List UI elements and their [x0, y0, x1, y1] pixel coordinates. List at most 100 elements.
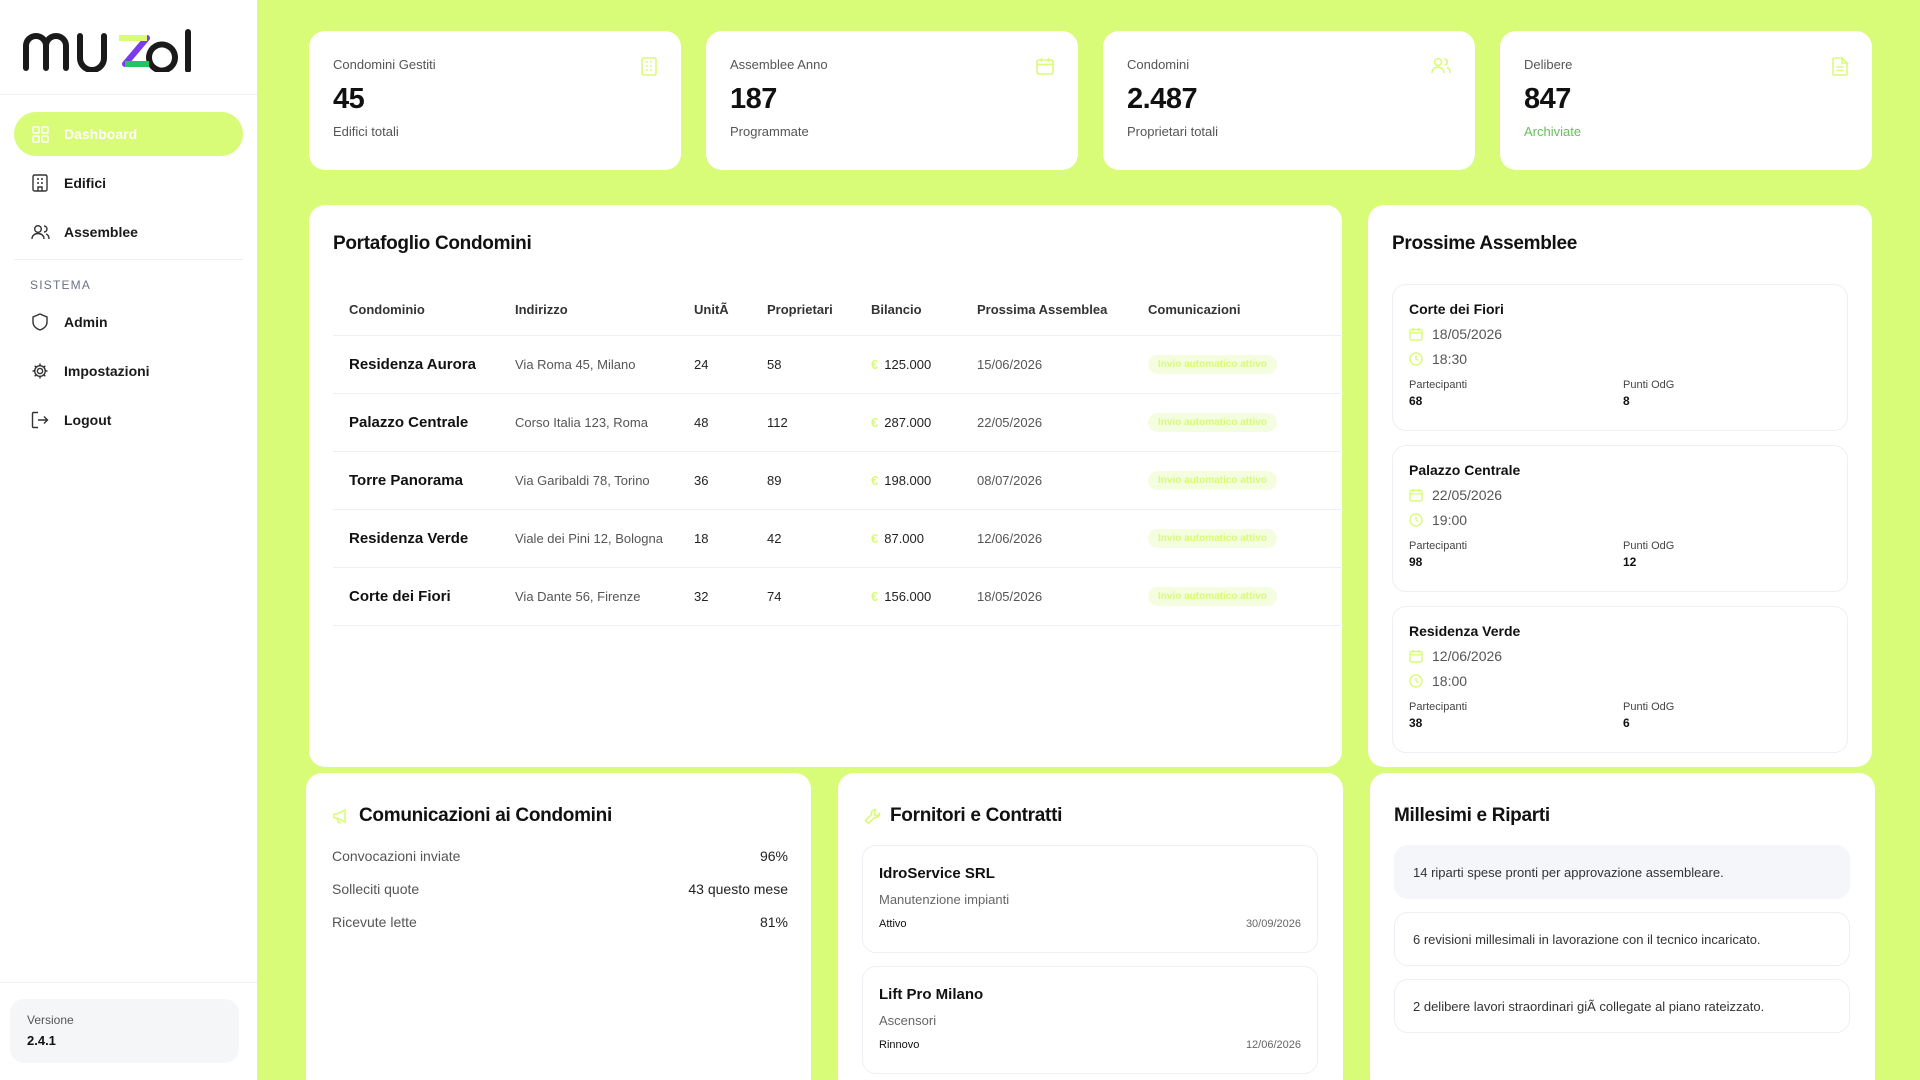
meeting-stats: Partecipanti 98 Punti OdG 12 — [1409, 540, 1831, 569]
users-icon — [30, 222, 50, 242]
supplier-footer: Rinnovo 12/06/2026 — [879, 1039, 1301, 1051]
table-row[interactable]: Corte dei Fiori Via Dante 56, Firenze 32… — [333, 567, 1343, 626]
cell-units: 48 — [678, 393, 751, 452]
cell-owners: 58 — [751, 335, 855, 394]
cell-units: 24 — [678, 335, 751, 394]
balance-value: 156.000 — [884, 588, 932, 604]
stat-card-assemblee-anno[interactable]: Assemblee Anno 187 Programmate — [706, 31, 1078, 170]
column-header[interactable]: UnitÃ — [678, 285, 751, 336]
cell-condominio: Torre Panorama — [333, 451, 499, 510]
stat-title: Condomini — [1127, 57, 1190, 72]
stat-value: 45 — [333, 83, 365, 115]
sidebar-item-logout[interactable]: Logout — [14, 398, 243, 442]
points-label: Punti OdG — [1623, 540, 1675, 552]
millesimi-item[interactable]: 2 delibere lavori straordinari giÃ colle… — [1394, 979, 1850, 1033]
supplier-name: IdroService SRL — [879, 865, 995, 882]
stat-card-condomini[interactable]: Condomini 2.487 Proprietari totali — [1103, 31, 1475, 170]
status-badge: Invio automatico attivo — [1148, 586, 1277, 606]
kv-value: 96% — [759, 848, 788, 864]
supplier-item[interactable]: Lift Pro Milano Ascensori Rinnovo 12/06/2… — [862, 966, 1318, 1074]
cell-balance: €156.000 — [855, 567, 961, 626]
sidebar-item-edifici[interactable]: Edifici — [14, 161, 243, 205]
euro-icon: € — [871, 356, 879, 372]
balance-value: 125.000 — [884, 356, 932, 372]
cell-next-meeting: 12/06/2026 — [961, 509, 1132, 568]
millesimi-item[interactable]: 14 riparti spese pronti per approvazione… — [1394, 845, 1850, 899]
cell-address: Via Roma 45, Milano — [499, 335, 678, 394]
meeting-time-row: 18:00 — [1409, 673, 1831, 689]
communications-title: Comunicazioni ai Condomini — [359, 805, 612, 826]
euro-icon: € — [871, 472, 879, 488]
cell-units: 32 — [678, 567, 751, 626]
column-header[interactable]: Prossima Assemblea — [961, 285, 1132, 336]
portfolio-table: Condominio Indirizzo UnitÃ Proprietari B… — [333, 285, 1343, 626]
cell-communications: Invio automatico attivo — [1132, 567, 1343, 626]
stat-title: Condomini Gestiti — [333, 57, 436, 72]
status-badge: Invio automatico attivo — [1148, 412, 1277, 432]
sidebar: Dashboard Edifici Assemblee SISTEMA Admi… — [0, 0, 257, 1080]
version-box: Versione 2.4.1 — [10, 999, 239, 1063]
meeting-date-row: 22/05/2026 — [1409, 487, 1831, 503]
table-row[interactable]: Palazzo Centrale Corso Italia 123, Roma … — [333, 393, 1343, 452]
participants-value: 98 — [1409, 555, 1423, 569]
sidebar-item-label: Edifici — [64, 175, 107, 191]
cell-next-meeting: 18/05/2026 — [961, 567, 1132, 626]
cell-balance: €198.000 — [855, 451, 961, 510]
logo[interactable] — [0, 0, 257, 95]
meeting-item[interactable]: Corte dei Fiori 18/05/2026 18:30 Parteci… — [1392, 284, 1848, 431]
column-header[interactable]: Comunicazioni — [1132, 285, 1343, 336]
cell-address: Via Garibaldi 78, Torino — [499, 451, 678, 510]
stat-subtitle: Archiviate — [1524, 124, 1582, 139]
points-value: 8 — [1623, 394, 1630, 408]
sidebar-item-dashboard[interactable]: Dashboard — [14, 112, 243, 156]
communications-header: Comunicazioni ai Condomini — [332, 805, 612, 827]
megaphone-icon — [333, 808, 346, 824]
column-header[interactable]: Bilancio — [855, 285, 961, 336]
sidebar-item-admin[interactable]: Admin — [14, 300, 243, 344]
supplier-footer: Attivo 30/09/2026 — [879, 918, 1301, 930]
table-row[interactable]: Residenza Aurora Via Roma 45, Milano 24 … — [333, 335, 1343, 394]
calendar-icon — [1409, 489, 1423, 502]
meeting-date: 12/06/2026 — [1432, 648, 1503, 664]
dashboard-icon — [30, 124, 50, 144]
meeting-date-row: 12/06/2026 — [1409, 648, 1831, 664]
muza-logo-icon — [23, 29, 191, 72]
cell-communications: Invio automatico attivo — [1132, 451, 1343, 510]
cell-communications: Invio automatico attivo — [1132, 509, 1343, 568]
sidebar-item-assemblee[interactable]: Assemblee — [14, 210, 243, 254]
sidebar-item-impostazioni[interactable]: Impostazioni — [14, 349, 243, 393]
meeting-name: Residenza Verde — [1409, 623, 1521, 639]
column-header[interactable]: Proprietari — [751, 285, 855, 336]
table-row[interactable]: Residenza Verde Viale dei Pini 12, Bolog… — [333, 509, 1343, 568]
kv-row: Solleciti quote 43 questo mese — [332, 881, 788, 897]
sidebar-section-label: SISTEMA — [30, 278, 92, 292]
meeting-item[interactable]: Palazzo Centrale 22/05/2026 19:00 Partec… — [1392, 445, 1848, 592]
millesimi-card: Millesimi e Riparti 14 riparti spese pro… — [1370, 773, 1875, 1080]
calendar-icon — [1409, 650, 1423, 663]
meeting-time: 19:00 — [1432, 512, 1468, 528]
supplier-item[interactable]: IdroService SRL Manutenzione impianti At… — [862, 845, 1318, 953]
communications-list: Convocazioni inviate 96% Solleciti quote 4… — [332, 848, 788, 947]
column-header[interactable]: Indirizzo — [499, 285, 678, 336]
supplier-name: Lift Pro Milano — [879, 986, 984, 1003]
euro-icon: € — [871, 414, 879, 430]
document-icon — [1832, 57, 1848, 81]
table-row[interactable]: Torre Panorama Via Garibaldi 78, Torino … — [333, 451, 1343, 510]
table-header-row: Condominio Indirizzo UnitÃ Proprietari B… — [333, 285, 1343, 336]
euro-icon: € — [871, 530, 879, 546]
sidebar-item-label: Admin — [64, 314, 108, 330]
calendar-icon — [1036, 57, 1054, 80]
column-header[interactable]: Condominio — [333, 285, 499, 336]
clock-icon — [1409, 352, 1423, 366]
millesimi-item[interactable]: 6 revisioni millesimali in lavorazione c… — [1394, 912, 1850, 966]
stat-card-condomini-gestiti[interactable]: Condomini Gestiti 45 Edifici totali — [309, 31, 681, 170]
meeting-date: 22/05/2026 — [1432, 487, 1503, 503]
kv-label: Solleciti quote — [332, 881, 420, 897]
meeting-item[interactable]: Residenza Verde 12/06/2026 18:00 Parteci… — [1392, 606, 1848, 753]
suppliers-title: Fornitori e Contratti — [890, 805, 1063, 826]
supplier-date: 30/09/2026 — [1245, 918, 1301, 930]
clock-icon — [1409, 674, 1423, 688]
building-icon — [641, 57, 657, 81]
calendar-icon — [1409, 328, 1423, 341]
stat-card-delibere[interactable]: Delibere 847 Archiviate — [1500, 31, 1872, 170]
